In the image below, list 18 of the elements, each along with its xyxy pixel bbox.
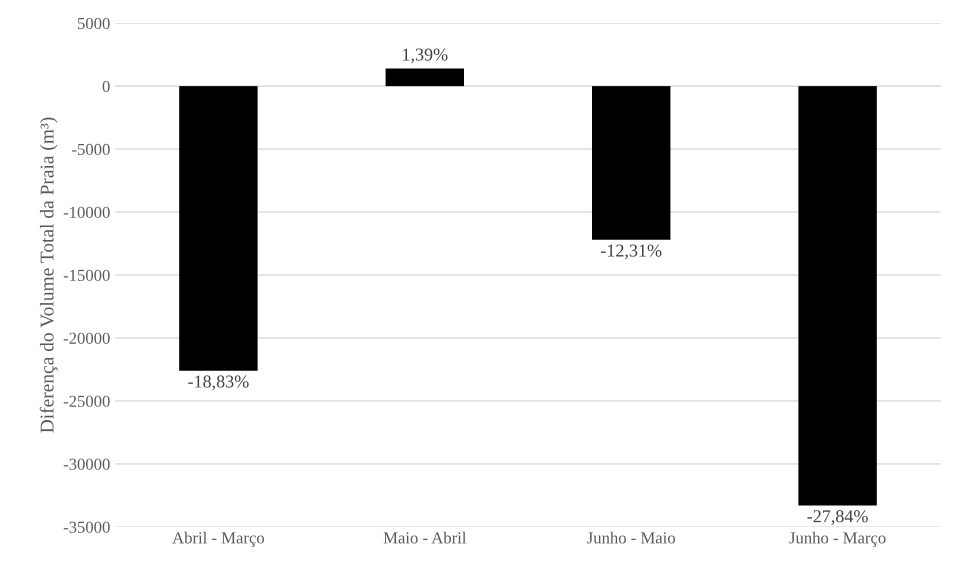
annotation: -18,83%	[188, 375, 249, 390]
y-tick-label: -20000	[64, 332, 110, 344]
x-tick-label: Junho - Março	[789, 532, 886, 547]
x-tick-label: Junho - Maio	[587, 532, 676, 544]
annotation: -12,31%	[601, 244, 662, 260]
annotation: 1,39%	[403, 48, 448, 64]
y-tick-label: -5000	[72, 144, 110, 156]
y-tick-label: -35000	[64, 522, 110, 533]
y-axis-title: Diferença do Volume Total da Praia (m³)	[40, 118, 58, 433]
y-tick-label: -10000	[64, 206, 110, 218]
x-tick-label: Maio - Abril	[384, 532, 466, 544]
y-tick-label: -25000	[64, 396, 110, 407]
y-tick-label: -15000	[64, 270, 110, 281]
annotation: -27,84%	[807, 510, 868, 525]
y-tick-label: 5000	[78, 18, 110, 30]
y-tick-label: 0	[102, 80, 110, 92]
y-tick-label: -30000	[64, 458, 110, 470]
x-tick-label: Abril - Março	[172, 532, 264, 547]
